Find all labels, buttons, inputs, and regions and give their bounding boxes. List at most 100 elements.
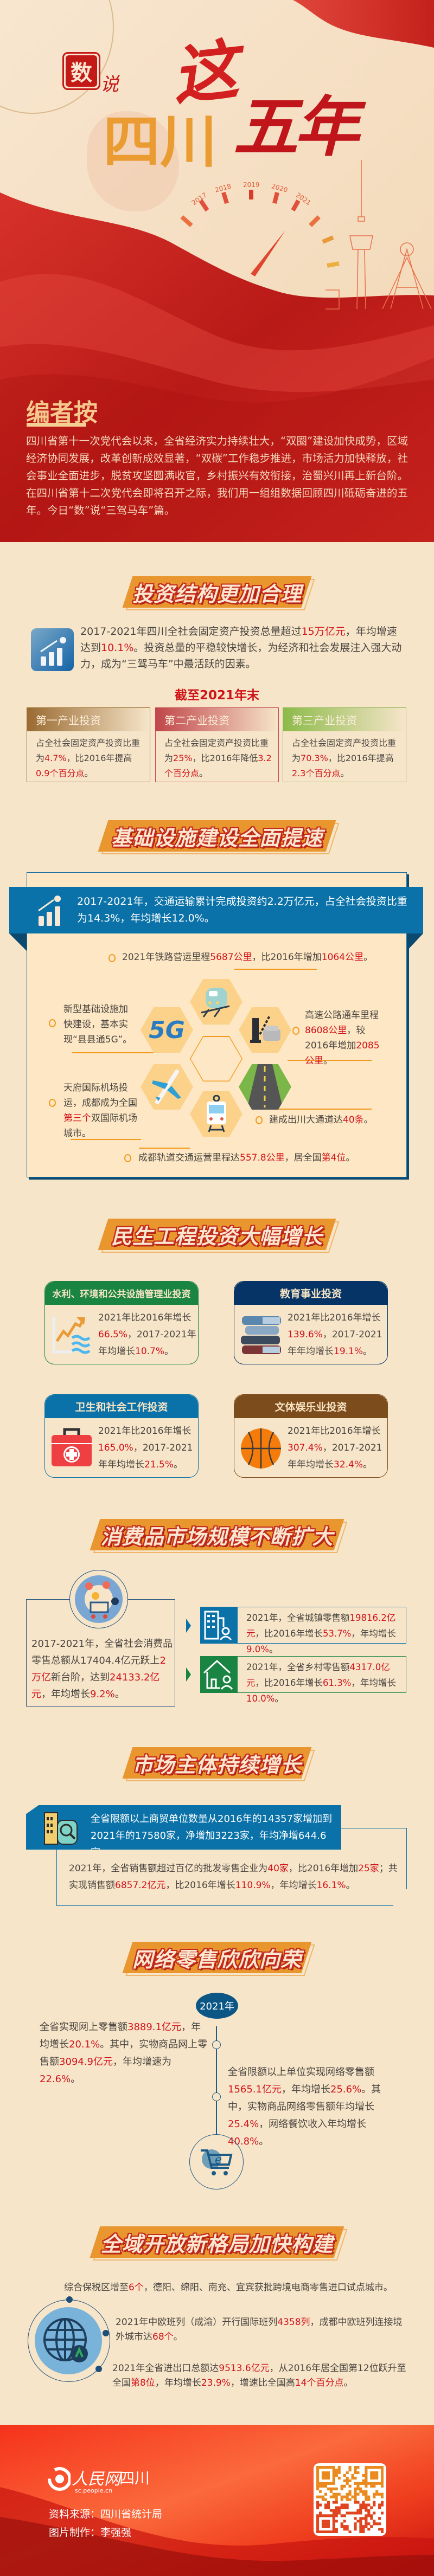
qr-module bbox=[343, 2503, 346, 2507]
metro-text: 成都轨道交通运营里程达557.8公里，居全国第4位。 bbox=[138, 1150, 355, 1165]
text-segment: 建成出川大通道达 bbox=[269, 1115, 343, 1125]
highlight-value: 8608公里 bbox=[305, 1025, 347, 1036]
qr-code[interactable] bbox=[314, 2463, 386, 2536]
qr-module bbox=[359, 2509, 362, 2512]
text-segment: 天府国际机场投运，成都成为全国 bbox=[63, 1083, 137, 1109]
highlight-value: 4.7% bbox=[44, 753, 67, 763]
qr-module bbox=[316, 2468, 320, 2472]
qr-module bbox=[381, 2471, 384, 2475]
connector-line bbox=[71, 1139, 141, 1140]
qr-module bbox=[348, 2498, 352, 2501]
qr-module bbox=[343, 2514, 346, 2517]
highlight-value: 第三个 bbox=[63, 1113, 91, 1124]
qr-module bbox=[378, 2517, 381, 2520]
investment-intro: 2017-2021年四川全社会固定资产投资总量超过15万亿元，年均增速达到10.… bbox=[80, 623, 406, 672]
highlight-value: 25家 bbox=[358, 1863, 379, 1874]
qr-module bbox=[327, 2501, 330, 2504]
text-segment: 。 bbox=[71, 2073, 81, 2085]
card-title: 文体娱乐业投资 bbox=[234, 1395, 387, 1418]
qr-module bbox=[362, 2506, 365, 2509]
qr-module bbox=[332, 2476, 335, 2480]
text-segment: 。 bbox=[323, 1055, 333, 1066]
qr-module bbox=[335, 2474, 338, 2477]
highlight-value: 3889.1亿元 bbox=[127, 2021, 181, 2033]
growth-chart-icon bbox=[38, 896, 61, 926]
qr-module bbox=[381, 2528, 384, 2531]
qr-module bbox=[381, 2503, 384, 2507]
qr-module bbox=[362, 2474, 365, 2477]
card-text: 2021年比2016年增长 66.5%，2017-2021年年均增长10.7%。 bbox=[98, 1310, 197, 1360]
highlight-value: 10.1% bbox=[101, 642, 134, 654]
qr-module bbox=[321, 2474, 325, 2477]
qr-module bbox=[316, 2476, 320, 2480]
livelihood-card-water-environment: 水利、环境和公共设施管理业投资 2021年比2016年增长 66.5%，2017-… bbox=[44, 1281, 199, 1364]
qr-module bbox=[335, 2520, 338, 2523]
qr-module bbox=[351, 2495, 354, 2498]
qr-module bbox=[340, 2495, 343, 2498]
qr-module bbox=[381, 2474, 384, 2477]
investment-subheading: 截至2021年末 bbox=[174, 688, 259, 703]
qr-module bbox=[367, 2528, 371, 2531]
qr-module bbox=[375, 2493, 379, 2496]
text-segment: ，增速比全国高 bbox=[230, 2378, 295, 2388]
orbit-dot bbox=[103, 2330, 109, 2336]
qr-module bbox=[321, 2484, 325, 2488]
qr-module bbox=[316, 2474, 320, 2477]
highlight-value: 15万亿元 bbox=[301, 626, 346, 637]
highlight-value: 第4位 bbox=[321, 1152, 346, 1163]
text-segment: ，年均增长 bbox=[40, 2021, 201, 2050]
qr-module bbox=[365, 2514, 368, 2517]
qr-module bbox=[343, 2528, 346, 2531]
bullet-icon bbox=[108, 954, 116, 962]
qr-module bbox=[321, 2495, 325, 2498]
text-segment: 2021年，全省城镇零售额 bbox=[246, 1613, 350, 1623]
qr-module bbox=[340, 2503, 343, 2507]
highlight-value: 70.3% bbox=[301, 753, 328, 763]
qr-module bbox=[348, 2479, 352, 2482]
text-segment: 。 bbox=[363, 952, 373, 963]
industry-card-primary: 第一产业投资 占全社会固定资产投资比重为4.7%，比2016年提高 0.9个百分点… bbox=[27, 707, 150, 782]
qr-module bbox=[381, 2482, 384, 2485]
qr-module bbox=[356, 2487, 360, 2490]
text-segment: ，比2016年提高 bbox=[328, 753, 394, 763]
qr-module bbox=[324, 2476, 328, 2480]
qr-module bbox=[348, 2493, 352, 2496]
highlight-value: 20.1% bbox=[69, 2039, 100, 2050]
qr-module bbox=[332, 2482, 335, 2485]
text-segment: 。 bbox=[275, 1693, 284, 1704]
text-segment: ，较2016年增加 bbox=[305, 1025, 366, 1051]
highlight-value: 1064公里 bbox=[321, 952, 364, 963]
qr-module bbox=[381, 2493, 384, 2496]
qr-module bbox=[343, 2479, 346, 2482]
qr-module bbox=[318, 2466, 322, 2469]
qr-module bbox=[335, 2468, 338, 2472]
qr-module bbox=[346, 2498, 349, 2501]
qr-module bbox=[316, 2484, 320, 2488]
section-heading-consumption: 消费品市场规模不断扩大 bbox=[90, 1519, 348, 1553]
qr-module bbox=[378, 2503, 381, 2507]
qr-module bbox=[354, 2525, 357, 2528]
highlight-value: 165.0% bbox=[98, 1442, 133, 1453]
qr-module bbox=[337, 2468, 341, 2472]
market-banner: 全省限额以上商贸单位数量从2016年的14357家增加到2021年的17580家… bbox=[26, 1805, 341, 1850]
urban-building-icon bbox=[201, 1607, 238, 1643]
editor-note-heading: 编者按 bbox=[26, 399, 98, 427]
qr-module bbox=[354, 2517, 357, 2520]
text-segment: ，比2016年增加 bbox=[252, 952, 322, 963]
qr-module bbox=[370, 2466, 373, 2469]
infrastructure-banner: 2017-2021年，交通运输累计完成投资约2.2万亿元，占全社会投资比重为14… bbox=[9, 887, 423, 933]
text-segment: 。 bbox=[173, 2332, 183, 2342]
qr-module bbox=[343, 2520, 346, 2523]
highlight-value: 3.2个百分点 bbox=[164, 753, 272, 778]
section-title: 消费品市场规模不断扩大 bbox=[100, 1524, 334, 1549]
qr-module bbox=[327, 2525, 330, 2528]
qr-module bbox=[316, 2520, 320, 2523]
qr-module bbox=[343, 2495, 346, 2498]
qr-module bbox=[356, 2493, 360, 2496]
stamp-badge: 数 bbox=[62, 52, 100, 90]
qr-module bbox=[318, 2490, 322, 2493]
qr-module bbox=[324, 2498, 328, 2501]
qr-module bbox=[318, 2514, 322, 2517]
highlight-value: 6857.2亿元 bbox=[115, 1880, 166, 1891]
qr-module bbox=[359, 2482, 362, 2485]
